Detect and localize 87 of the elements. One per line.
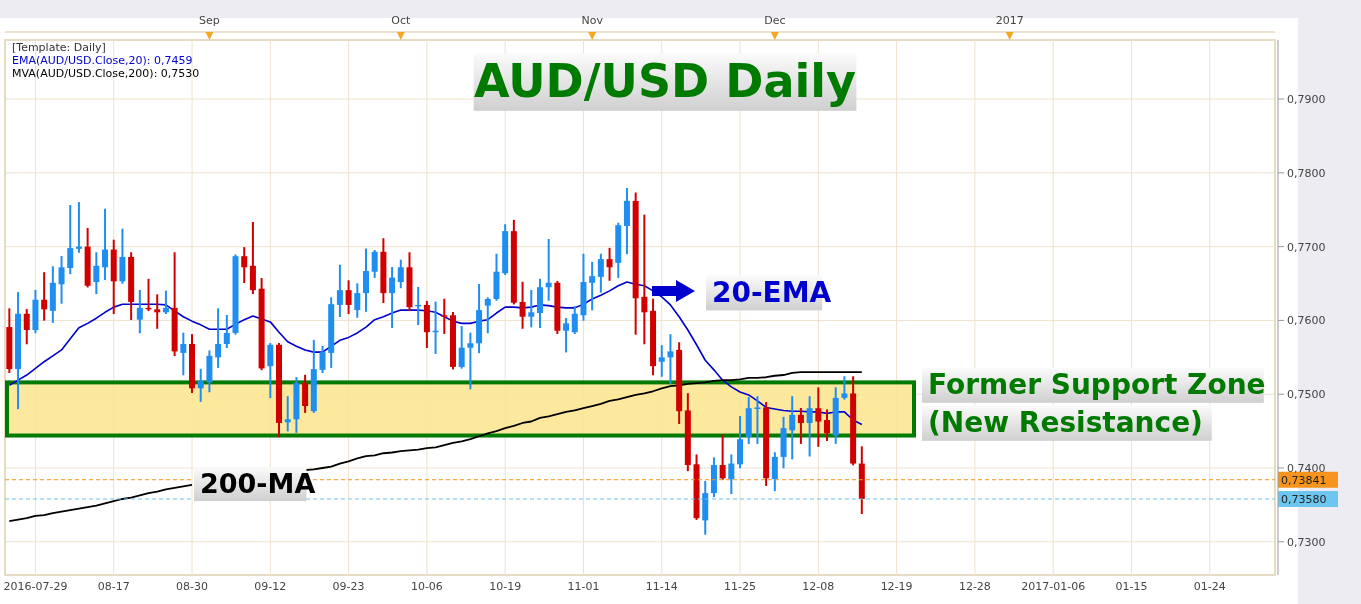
candlestick xyxy=(302,374,309,413)
x-tick-label: 10-19 xyxy=(489,580,522,593)
candlestick xyxy=(667,334,674,385)
text: Oct xyxy=(391,14,411,27)
y-tick-label: 0,7700 xyxy=(1287,240,1326,254)
candlestick xyxy=(197,368,204,402)
text: Dec xyxy=(764,14,786,27)
x-tick-label: 01-24 xyxy=(1193,580,1226,593)
candlestick xyxy=(371,250,378,278)
x-tick-label: 09-12 xyxy=(254,580,287,593)
x-tick-label: 08-30 xyxy=(176,580,208,593)
candlestick xyxy=(597,253,604,293)
candlestick xyxy=(345,280,352,315)
x-tick-label: 09-23 xyxy=(332,580,365,593)
candlestick xyxy=(180,332,187,376)
y-tick-label: 0,7300 xyxy=(1287,535,1326,549)
candlestick xyxy=(41,272,48,321)
candlestick xyxy=(58,255,65,304)
text: 2017 xyxy=(995,14,1024,27)
candlestick xyxy=(589,261,596,311)
candlestick xyxy=(719,434,726,481)
candlestick xyxy=(241,247,248,284)
candlestick xyxy=(789,396,796,460)
x-tick-label: 2016-07-29 xyxy=(3,580,68,593)
candlestick xyxy=(397,259,404,289)
candlestick xyxy=(67,205,74,275)
candlestick xyxy=(528,289,535,328)
candlestick xyxy=(354,283,361,318)
candlestick xyxy=(467,332,474,390)
candlestick xyxy=(606,247,613,281)
annotation: [Template: Daily] xyxy=(12,41,106,54)
ref-line-label: 0,73841 xyxy=(1281,473,1327,487)
candlestick xyxy=(441,298,448,334)
candlestick xyxy=(641,214,648,345)
candlestick xyxy=(102,208,109,281)
candlestick xyxy=(319,345,326,374)
text: Sep xyxy=(199,14,220,27)
candlestick xyxy=(484,297,491,334)
x-tick-label: 08-17 xyxy=(97,580,130,593)
text: MVA(AUD/USD.Close,200): 0,7530 xyxy=(12,67,200,80)
candlestick xyxy=(215,308,222,368)
candlestick xyxy=(841,376,848,400)
candlestick xyxy=(728,454,735,495)
x-tick-label: 11-25 xyxy=(724,580,757,593)
band-label: Former Support Zone (New Resistance) xyxy=(928,368,1266,440)
candlestick xyxy=(154,294,161,329)
annotation: 20-EMA xyxy=(712,276,832,309)
x-tick-label: 01-15 xyxy=(1115,580,1148,593)
x-tick-label: 10-06 xyxy=(410,580,443,593)
candlestick xyxy=(336,264,343,317)
x-tick-label: 12-08 xyxy=(802,580,835,593)
candlestick xyxy=(563,317,570,353)
y-tick-label: 0,7800 xyxy=(1287,166,1326,180)
text: EMA(AUD/USD.Close,20): 0,7459 xyxy=(12,54,193,67)
annotation: 200-MA xyxy=(200,468,316,499)
candlestick xyxy=(797,407,804,444)
x-tick-label: 11-01 xyxy=(567,580,600,593)
candlestick xyxy=(815,387,822,447)
chart-title: AUD/USD Daily xyxy=(474,54,856,108)
candlestick xyxy=(771,452,778,492)
x-tick-label: 12-19 xyxy=(880,580,913,593)
candlestick xyxy=(23,309,30,345)
candlestick xyxy=(267,343,274,399)
ref-line-label: 0,73580 xyxy=(1281,492,1327,506)
text: Nov xyxy=(581,14,604,27)
y-tick-label: 0,7400 xyxy=(1287,462,1326,475)
y-tick-label: 0,7900 xyxy=(1287,93,1326,107)
candlestick xyxy=(806,396,813,457)
y-tick-label: 0,7600 xyxy=(1287,314,1326,328)
line-series xyxy=(8,281,863,426)
y-tick-label: 0,7500 xyxy=(1287,388,1326,402)
candlestick xyxy=(223,314,230,348)
candlestick xyxy=(519,281,526,329)
x-tick-label: 11-14 xyxy=(645,580,678,593)
candlestick xyxy=(362,248,369,312)
candlestick xyxy=(571,306,578,334)
x-tick-label: 12-28 xyxy=(958,580,991,593)
candlestick xyxy=(136,289,143,334)
candlestick xyxy=(284,396,291,432)
x-tick-label: 2017-01-06 xyxy=(1021,580,1086,593)
candlestick xyxy=(389,267,396,329)
candlestick xyxy=(658,345,665,377)
candlestick xyxy=(93,252,100,295)
candlestick xyxy=(458,326,465,369)
candlestick xyxy=(824,409,831,441)
candlestick xyxy=(75,202,82,253)
candlestick xyxy=(754,396,761,444)
